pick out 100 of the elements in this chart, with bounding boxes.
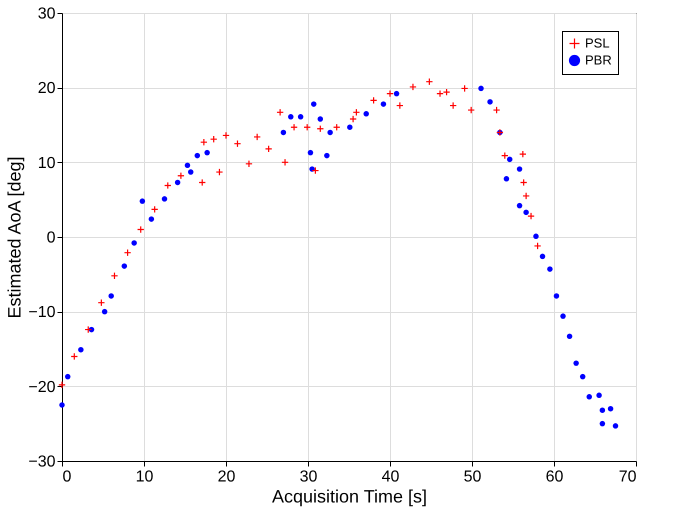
point	[58, 381, 66, 389]
point	[280, 130, 286, 136]
point	[245, 160, 253, 168]
point	[298, 114, 304, 120]
point	[516, 166, 522, 172]
x-tick-label: 40	[382, 468, 400, 486]
point	[504, 176, 510, 182]
point	[122, 263, 128, 269]
point	[124, 248, 132, 256]
y-tick-label: 30	[38, 6, 56, 22]
point	[352, 108, 360, 116]
point	[501, 152, 509, 160]
point	[234, 140, 242, 148]
legend-label: PSL	[585, 36, 610, 50]
point	[560, 313, 566, 319]
x-tick-label: 0	[62, 468, 72, 486]
point	[311, 101, 316, 107]
point	[449, 102, 457, 110]
point	[308, 150, 314, 156]
point	[136, 226, 144, 234]
point	[327, 130, 333, 136]
point	[540, 254, 546, 260]
x-axis-title: Acquisition Time [s]	[272, 486, 428, 506]
y-tick-label: −30	[28, 454, 56, 470]
point	[608, 406, 614, 412]
point	[363, 111, 369, 117]
point	[460, 84, 468, 92]
point	[102, 308, 108, 314]
legend-label: PBR	[585, 52, 612, 68]
point	[312, 166, 320, 174]
point	[347, 124, 353, 130]
point	[600, 420, 606, 426]
point	[264, 145, 272, 153]
point	[442, 88, 450, 96]
point	[580, 374, 586, 380]
point	[216, 168, 224, 176]
point	[253, 133, 261, 141]
point	[522, 192, 530, 200]
point	[523, 210, 529, 216]
point	[370, 96, 378, 104]
point	[140, 198, 146, 204]
point	[162, 196, 168, 202]
point	[324, 152, 330, 158]
point	[534, 242, 542, 250]
point	[554, 293, 560, 299]
y-tick-label: 10	[38, 154, 56, 172]
point	[547, 266, 553, 272]
point	[164, 182, 172, 190]
x-tick-label: 30	[300, 468, 318, 486]
y-tick-label: 20	[38, 80, 56, 98]
x-tick-label: 20	[218, 468, 236, 486]
point	[573, 360, 579, 366]
point	[386, 90, 394, 98]
point	[396, 102, 404, 110]
point	[436, 90, 444, 98]
point	[478, 86, 484, 92]
point	[332, 123, 340, 131]
point	[520, 178, 528, 186]
point	[70, 352, 78, 360]
point	[59, 402, 65, 408]
point	[566, 334, 572, 340]
point	[492, 106, 500, 114]
point	[222, 132, 230, 140]
x-tick-label: 70	[618, 468, 637, 486]
point	[409, 83, 417, 91]
point	[194, 152, 200, 158]
point	[148, 216, 154, 222]
point	[288, 114, 294, 120]
point	[184, 162, 190, 168]
point	[110, 272, 118, 280]
point	[177, 172, 185, 180]
y-tick-label: 0	[46, 230, 56, 246]
point	[533, 234, 539, 239]
point	[527, 212, 535, 220]
point	[586, 394, 592, 400]
point	[519, 150, 527, 158]
point	[78, 347, 84, 352]
point	[65, 374, 70, 380]
point	[198, 178, 206, 186]
y-tick-label: −20	[28, 378, 56, 396]
point	[276, 108, 284, 116]
point	[210, 135, 218, 143]
point	[204, 150, 210, 156]
point	[188, 169, 194, 175]
point	[516, 202, 522, 208]
point	[316, 124, 324, 132]
point	[150, 206, 158, 214]
point	[108, 293, 114, 299]
y-tick-label: −10	[28, 304, 56, 322]
point	[506, 156, 512, 162]
point	[612, 423, 618, 429]
point	[174, 180, 180, 186]
point	[487, 99, 493, 105]
point	[131, 240, 137, 246]
x-tick-label: 10	[136, 468, 154, 486]
x-tick-label: 60	[546, 468, 564, 486]
point	[426, 78, 434, 86]
point	[200, 138, 208, 146]
point	[290, 123, 298, 131]
y-axis-title: Estimated AoA [deg]	[4, 156, 24, 319]
